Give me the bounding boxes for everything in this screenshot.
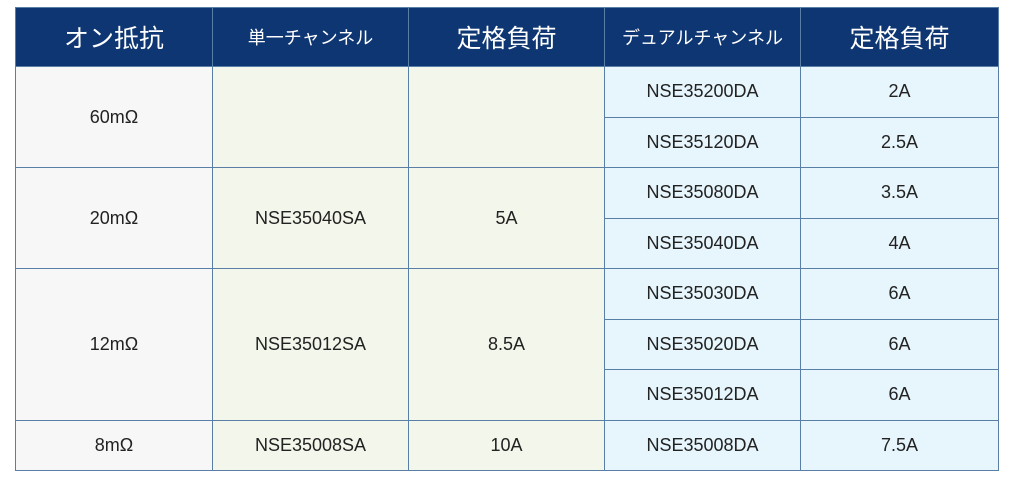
- dual-channel-part-cell: NSE35120DA: [604, 116, 801, 168]
- product-table: オン抵抗 単一チャンネル 定格負荷 デュアルチャンネル 定格負荷 60mΩ NSE…: [15, 7, 999, 471]
- header-row: オン抵抗 単一チャンネル 定格負荷 デュアルチャンネル 定格負荷: [15, 7, 999, 67]
- single-channel-load-cell: 8.5A: [408, 268, 605, 421]
- dual-channel-load-cell: 6A: [800, 369, 999, 421]
- table-row: 20mΩ NSE35040SA 5A NSE35080DA 3.5A: [15, 167, 999, 269]
- dual-channel-part-cell: NSE35030DA: [604, 268, 801, 320]
- dual-channel-part-cell: NSE35200DA: [604, 66, 801, 118]
- dual-channel-part-cell: NSE35020DA: [604, 318, 801, 370]
- table-row: 60mΩ NSE35200DA 2A: [15, 66, 999, 168]
- header-on-resistance: オン抵抗: [15, 7, 213, 67]
- single-channel-part-cell: NSE35012SA: [212, 268, 409, 421]
- dual-channel-load-cell: 7.5A: [800, 419, 999, 471]
- dual-channel-load-cell: 3.5A: [800, 167, 999, 219]
- dual-channel-load-cell: 6A: [800, 268, 999, 320]
- dual-channel-load-cell: 2A: [800, 66, 999, 118]
- single-channel-part-cell: NSE35040SA: [212, 167, 409, 269]
- dual-channel-load-cell: 4A: [800, 217, 999, 269]
- on-resistance-cell: 60mΩ: [15, 66, 213, 168]
- header-single-channel: 単一チャンネル: [212, 7, 409, 67]
- single-channel-part-cell: [212, 66, 409, 168]
- table-row: NSE35012DA 6A: [16, 369, 999, 421]
- header-dual-channel: デュアルチャンネル: [604, 7, 801, 67]
- on-resistance-cell: 12mΩ: [15, 268, 213, 421]
- header-rated-load-single: 定格負荷: [408, 7, 605, 67]
- table-row: NSE35120DA 2.5A: [16, 116, 999, 168]
- on-resistance-cell: 8mΩ: [15, 419, 213, 471]
- dual-channel-part-cell: NSE35008DA: [604, 419, 801, 471]
- single-channel-load-cell: 5A: [408, 167, 605, 269]
- single-channel-load-cell: 10A: [408, 419, 605, 471]
- dual-channel-load-cell: 2.5A: [800, 116, 999, 168]
- dual-channel-part-cell: NSE35012DA: [604, 369, 801, 421]
- header-rated-load-dual: 定格負荷: [800, 7, 999, 67]
- table-row: NSE35020DA 6A: [16, 318, 999, 370]
- single-channel-load-cell: [408, 66, 605, 168]
- single-channel-part-cell: NSE35008SA: [212, 419, 409, 471]
- table-row: 8mΩ NSE35008SA 10A NSE35008DA 7.5A: [15, 419, 999, 471]
- dual-channel-part-cell: NSE35040DA: [604, 217, 801, 269]
- dual-channel-part-cell: NSE35080DA: [604, 167, 801, 219]
- table-body: 60mΩ NSE35200DA 2A NSE35120DA 2.5A 20mΩ NSE350…: [15, 66, 999, 471]
- table-row: 12mΩ NSE35012SA 8.5A NSE35030DA 6A: [15, 268, 999, 421]
- on-resistance-cell: 20mΩ: [15, 167, 213, 269]
- table-row: NSE35040DA 4A: [16, 217, 999, 269]
- dual-channel-load-cell: 6A: [800, 318, 999, 370]
